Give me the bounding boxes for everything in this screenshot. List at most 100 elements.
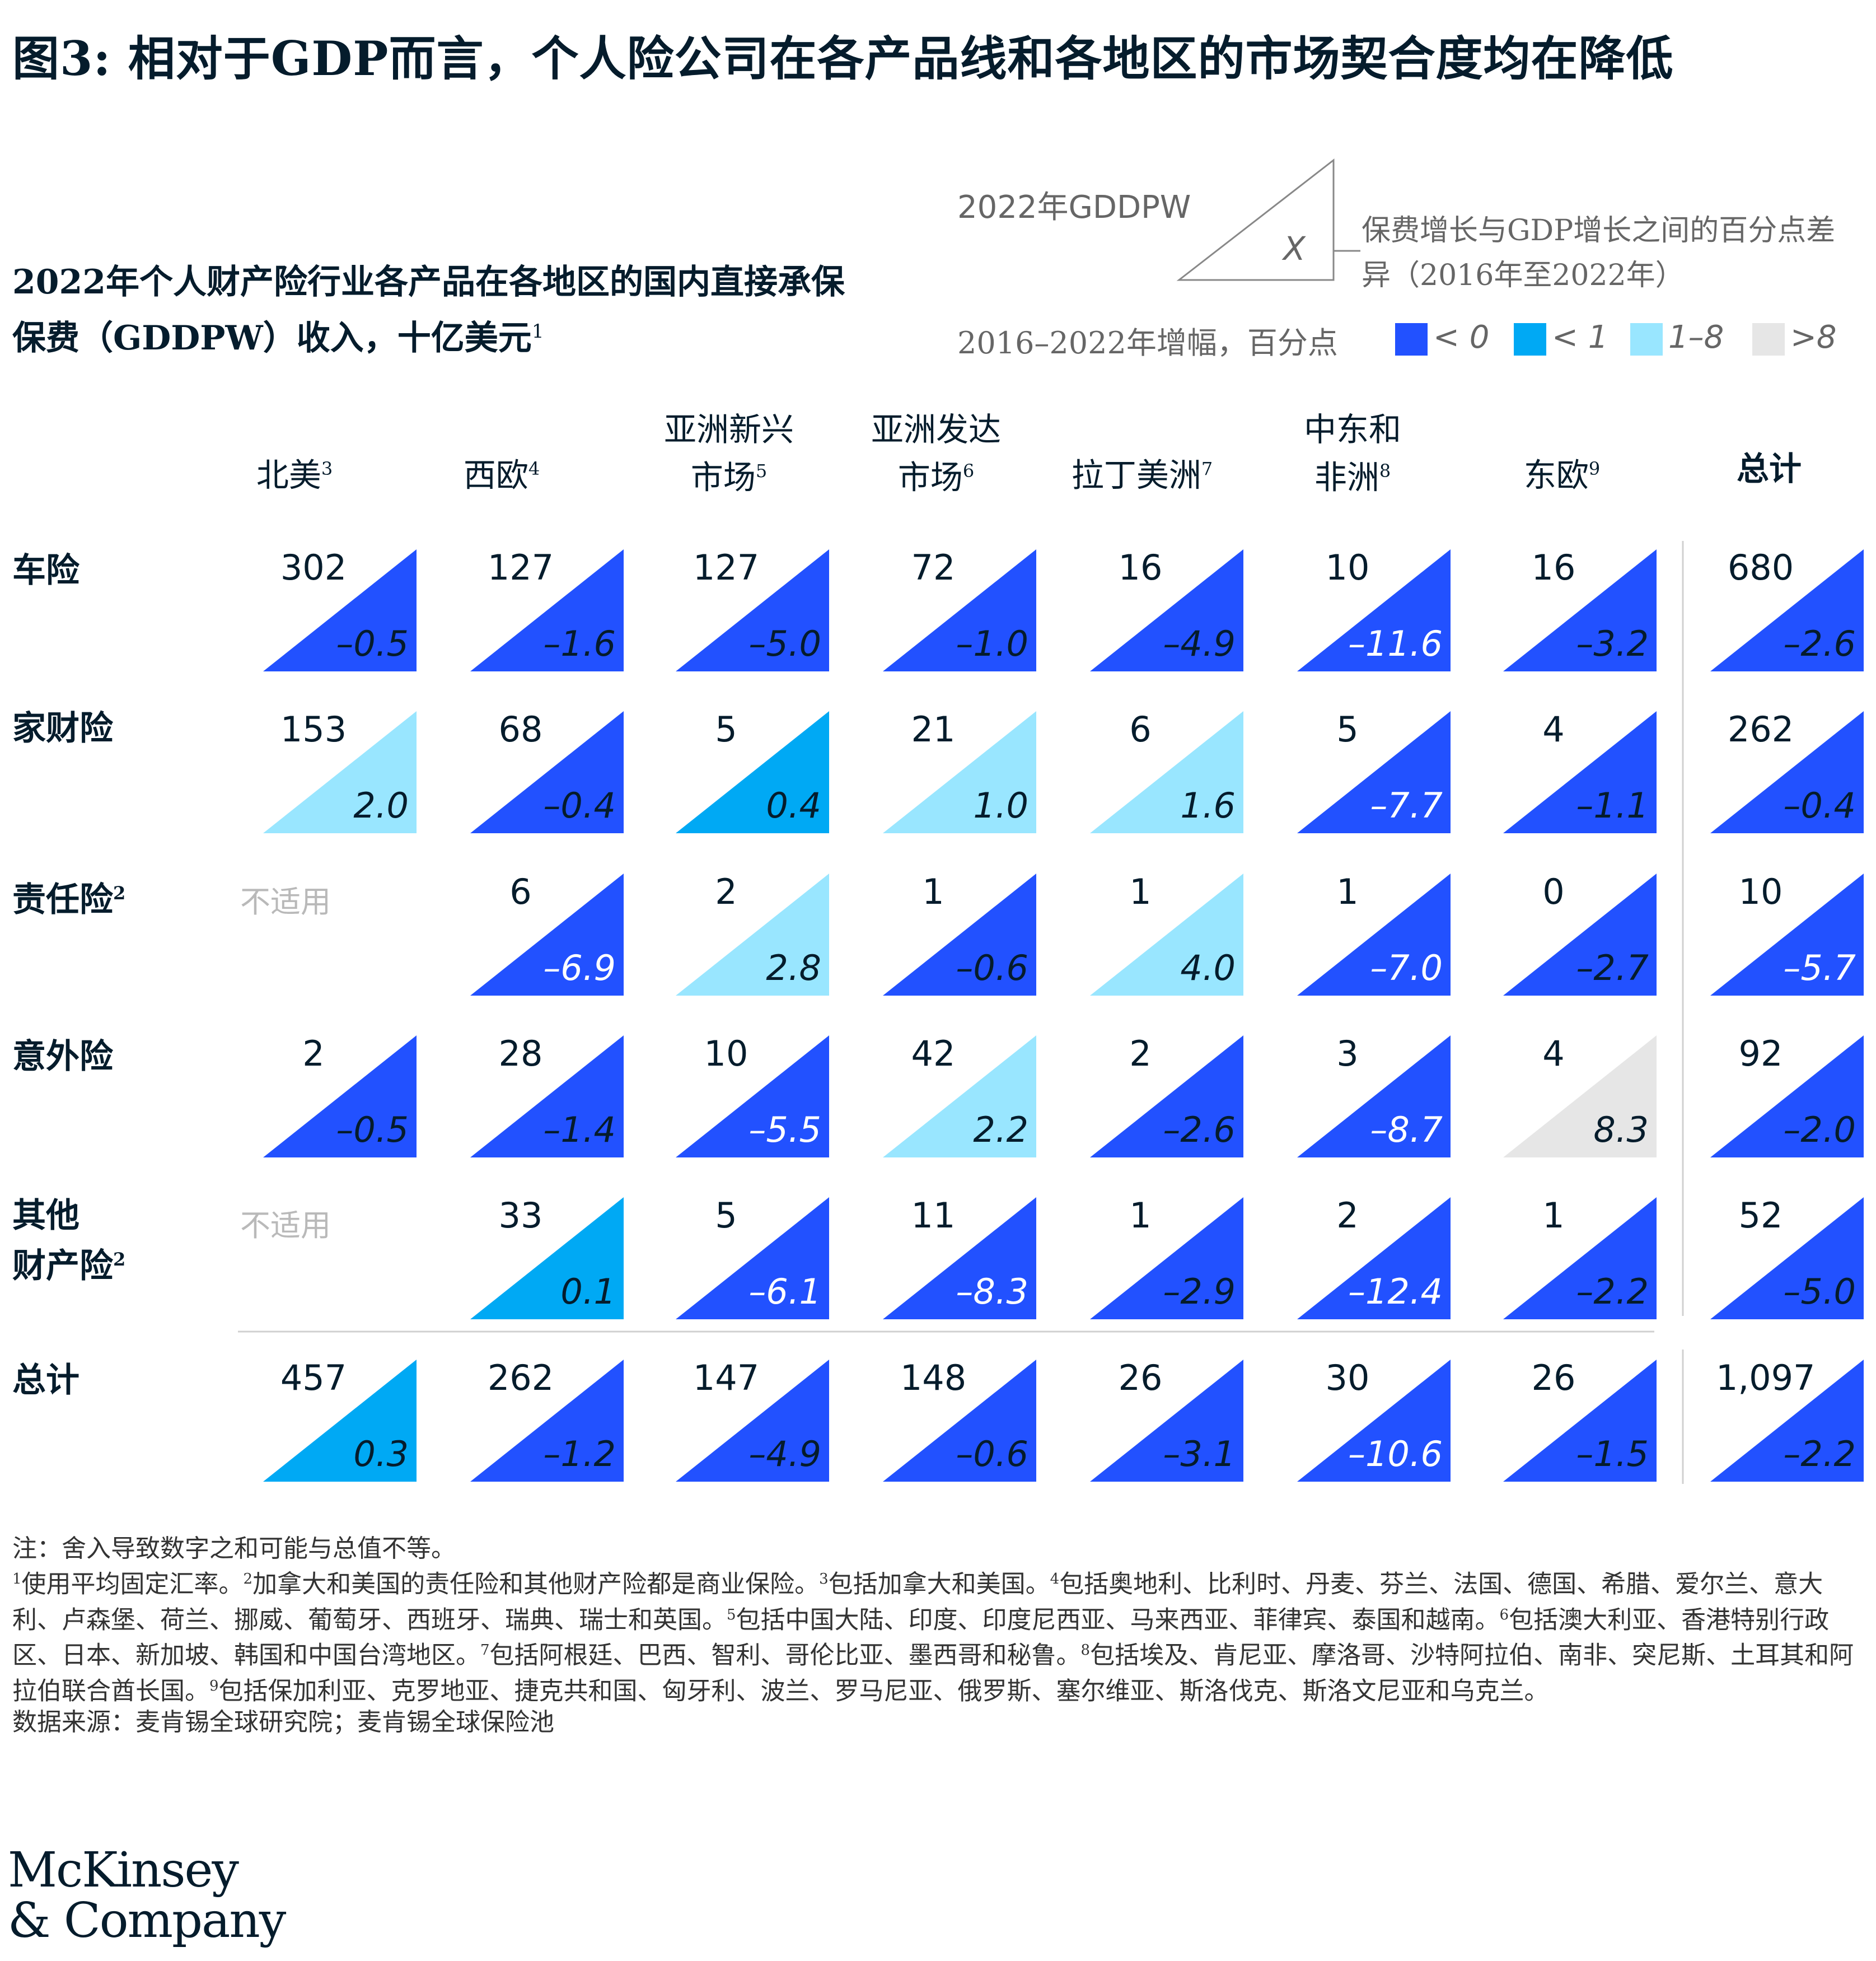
growth-triangle (1710, 711, 1864, 833)
growth-label: –1.0 (956, 623, 1028, 664)
growth-triangle (470, 711, 624, 833)
growth-label: –3.1 (1163, 1434, 1236, 1474)
growth-label: 8.3 (1593, 1109, 1649, 1150)
gddpw-value: 1 (1336, 871, 1359, 912)
growth-label: –4.9 (748, 1434, 821, 1474)
gddpw-value: 153 (280, 709, 347, 750)
growth-triangle (883, 549, 1036, 671)
growth-triangle (676, 711, 829, 833)
growth-label: –1.2 (543, 1434, 616, 1474)
row-header-total: 总计 (12, 1361, 79, 1400)
gddpw-value: 21 (911, 709, 956, 750)
growth-label: –6.1 (748, 1271, 821, 1312)
column-header-western-europe: 西欧4 (463, 456, 540, 494)
gddpw-value: 10 (704, 1033, 748, 1074)
row-header-other-property: 其他 财产险2 (12, 1196, 126, 1286)
gddpw-value: 30 (1325, 1357, 1370, 1398)
growth-triangle (883, 711, 1036, 833)
growth-label: –1.4 (543, 1109, 616, 1150)
gddpw-value: 2 (302, 1033, 325, 1074)
growth-triangle (883, 1360, 1036, 1482)
gddpw-value: 262 (487, 1357, 554, 1398)
data-source: 数据来源：麦肯锡全球研究院；麦肯锡全球保险池 (12, 1707, 554, 1736)
gddpw-value: 680 (1727, 547, 1794, 588)
gddpw-value: 147 (693, 1357, 760, 1398)
chart-subtitle: 2022年个人财产险行业各产品在各地区的国内直接承保保费（GDDPW）收入，十亿… (12, 258, 852, 363)
column-header-middle-east-africa: 中东和 非洲8 (1303, 410, 1401, 497)
gddpw-value: 1 (1129, 871, 1152, 912)
column-header-total: 总计 (1736, 450, 1802, 488)
row-header-home: 家财险 (12, 709, 113, 748)
growth-label: –8.7 (1370, 1109, 1443, 1150)
gddpw-value: 4 (1542, 709, 1565, 750)
growth-label: –2.6 (1783, 623, 1856, 664)
growth-label: –6.9 (543, 947, 616, 988)
growth-label: 4.0 (1180, 947, 1236, 988)
growth-label: –2.9 (1163, 1271, 1236, 1312)
gddpw-value: 5 (1336, 709, 1359, 750)
growth-triangle (263, 549, 417, 671)
legend-swatch-lt0 (1395, 323, 1428, 356)
logo-line1: McKinsey (8, 1842, 239, 1898)
legend-swatch-1to8 (1630, 323, 1663, 356)
growth-label: –0.6 (956, 947, 1028, 988)
growth-triangle (1710, 874, 1864, 996)
growth-triangle (1710, 1197, 1864, 1319)
cell-not-applicable: 不适用 (240, 884, 331, 919)
growth-triangle (1710, 1035, 1864, 1157)
gddpw-value: 5 (715, 1195, 737, 1236)
gddpw-value: 6 (1129, 709, 1152, 750)
growth-label: –0.4 (1783, 785, 1856, 826)
gddpw-value: 1 (1129, 1195, 1152, 1236)
growth-label: –1.1 (1576, 785, 1649, 826)
growth-triangle (1297, 549, 1451, 671)
growth-triangle (1503, 874, 1657, 996)
gddpw-value: 0 (1542, 871, 1565, 912)
growth-triangle (1090, 711, 1243, 833)
gddpw-value: 5 (715, 709, 737, 750)
legend-gddpw-label: 2022年GDDPW (957, 189, 1191, 226)
gddpw-value: 1 (1542, 1195, 1565, 1236)
gddpw-value: 1,097 (1716, 1357, 1816, 1398)
legend-growth-label: 2016–2022年增幅，百分点 (957, 325, 1338, 361)
growth-label: 0.1 (560, 1271, 616, 1312)
gddpw-value: 33 (498, 1195, 543, 1236)
growth-triangle (470, 1360, 624, 1482)
column-header-asia-developed: 亚洲发达 市场6 (871, 410, 1001, 497)
gddpw-value: 26 (1118, 1357, 1163, 1398)
row-header-auto: 车险 (12, 551, 79, 590)
growth-triangle (263, 1035, 417, 1157)
growth-triangle (1090, 1197, 1243, 1319)
growth-triangle (1090, 1360, 1243, 1482)
subtitle-text: 2022年个人财产险行业各产品在各地区的国内直接承保保费（GDDPW）收入，十亿… (12, 263, 845, 358)
legend-x-description: 保费增长与GDP增长之间的百分点差异（2016年至2022年） (1362, 214, 1836, 292)
gddpw-value: 148 (900, 1357, 967, 1398)
growth-label: –2.6 (1163, 1109, 1236, 1150)
growth-triangle (470, 1035, 624, 1157)
growth-triangle (1710, 549, 1864, 671)
gddpw-value: 127 (487, 547, 554, 588)
gddpw-value: 4 (1542, 1033, 1565, 1074)
growth-triangle (470, 549, 624, 671)
legend-swatch-lt1 (1514, 323, 1546, 356)
figure-title: 图3: 相对于GDP而言，个人险公司在各产品线和各地区的市场契合度均在降低 (12, 31, 1674, 86)
gddpw-value: 52 (1738, 1195, 1783, 1236)
gddpw-value: 262 (1727, 709, 1794, 750)
legend-triangle-icon (1176, 158, 1360, 281)
growth-triangle (676, 874, 829, 996)
gddpw-value: 11 (911, 1195, 956, 1236)
gddpw-value: 68 (498, 709, 543, 750)
growth-label: –1.6 (543, 623, 616, 664)
growth-label: –8.3 (956, 1271, 1028, 1312)
row-header-liability: 责任险2 (12, 880, 126, 919)
gddpw-value: 2 (715, 871, 737, 912)
gddpw-value: 2 (1129, 1033, 1152, 1074)
gddpw-value: 16 (1531, 547, 1576, 588)
growth-label: 2.0 (353, 785, 409, 826)
column-header-asia-emerging: 亚洲新兴 市场5 (663, 410, 794, 497)
growth-label: 1.6 (1180, 785, 1236, 826)
growth-triangle (1503, 711, 1657, 833)
growth-label: –5.0 (748, 623, 821, 664)
growth-label: 0.3 (353, 1434, 409, 1474)
